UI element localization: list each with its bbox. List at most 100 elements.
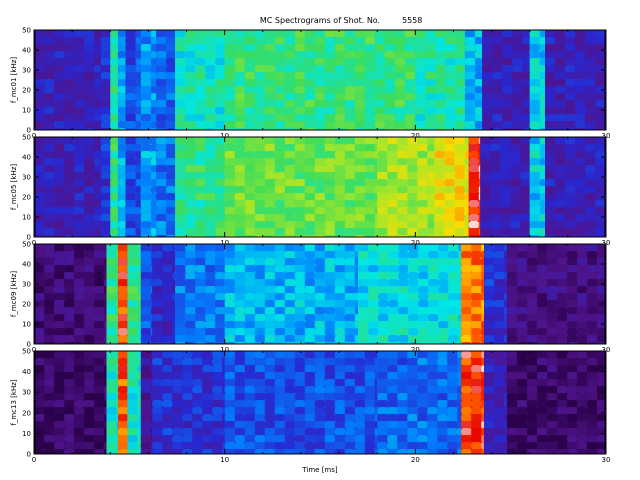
spectrogram-cell [84,335,95,343]
spectrogram-cell [415,58,426,66]
spectrogram-cell [192,435,203,443]
spectrogram-cell [274,279,286,287]
spectrogram-cell [244,414,256,422]
x-tick-label: 30 [602,346,611,354]
spectrogram-cell [127,244,138,252]
spectrogram-cell [140,293,152,301]
spectrogram-cell [575,114,586,122]
spectrogram-cell [137,428,142,436]
spectrogram-cell [324,400,336,408]
spectrogram-cell [536,407,548,415]
spectrogram-cell [454,144,465,152]
spectrogram-cell [264,328,276,336]
spectrogram-cell [448,244,459,252]
spectrogram-cell [555,186,566,194]
spectrogram-cell [172,365,183,373]
spectrogram-cell [394,121,406,129]
spectrogram-cell [140,121,152,129]
spectrogram-cell [284,293,296,301]
spectrogram-cell [344,121,356,129]
spectrogram-cell [137,351,142,359]
spectrogram-cell [324,100,336,108]
spectrogram-cell [175,207,186,215]
spectrogram-cell [100,207,111,215]
spectrogram-cell [324,72,336,80]
spectrogram-cell [294,328,306,336]
spectrogram-cell [127,400,138,408]
spectrogram-cell [162,421,173,429]
spectrogram-cell [586,393,598,401]
spectrogram-cell [244,400,256,408]
spectrogram-cell [224,272,236,280]
spectrogram-cell [135,65,142,73]
spectrogram-cell [140,172,152,180]
spectrogram-cell [294,407,306,415]
spectrogram-cell [104,265,107,273]
spectrogram-cell [576,442,588,450]
spectrogram-cell [378,265,389,273]
spectrogram-cell [585,228,596,236]
spectrogram-cell [175,221,186,229]
spectrogram-cell [224,307,236,315]
spectrogram-cell [135,137,142,145]
spectrogram-cell [464,235,470,237]
y-axis-label: f_mc05 [kHz] [10,164,18,210]
spectrogram-cell [224,165,236,173]
spectrogram-cell [504,314,508,322]
spectrogram-cell [464,79,476,87]
spectrogram-cell [304,328,316,336]
spectrogram-cell [125,207,136,215]
spectrogram-cell [284,86,296,94]
spectrogram-cell [152,351,163,359]
spectrogram-cell [264,200,276,208]
spectrogram-cell [137,414,142,422]
spectrogram-cell [520,200,531,208]
spectrogram-cell [74,137,85,145]
spectrogram-cell [284,221,296,229]
spectrogram-cell [415,107,426,115]
spectrogram-cell [468,165,480,173]
spectrogram-cell [334,100,346,108]
spectrogram-cell [384,51,396,59]
spectrogram-cell [175,321,186,329]
spectrogram-cell [125,107,136,115]
spectrogram-cell [74,351,85,359]
spectrogram-cell [444,158,455,166]
spectrogram-cell [140,200,152,208]
spectrogram-cell [595,186,606,194]
spectrogram-cell [284,121,296,129]
spectrogram-cell [374,193,378,201]
spectrogram-cell [575,51,586,59]
spectrogram-cell [152,421,163,429]
spectrogram-cell [234,435,246,443]
spectrogram-cell [274,365,286,373]
spectrogram-cell [34,200,45,208]
spectrogram-cell [140,265,152,273]
spectrogram-cell [84,228,95,236]
spectrogram-cell [596,435,606,443]
spectrogram-cell [324,372,336,380]
spectrogram-cell [494,335,505,343]
spectrogram-cell [74,372,85,380]
spectrogram-cell [264,244,276,252]
spectrogram-cell [334,421,346,429]
spectrogram-cell [504,407,508,415]
spectrogram-cell [478,186,481,194]
spectrogram-cell [398,293,409,301]
spectrogram-cell [324,221,336,229]
spectrogram-cell [520,137,531,145]
spectrogram-cell [546,300,558,308]
spectrogram-cell [94,428,105,436]
spectrogram-cell [484,358,495,366]
spectrogram-cell [417,193,428,201]
spectrogram-cell [455,44,466,52]
spectrogram-cell [166,93,176,101]
spectrogram-cell [135,165,142,173]
spectrogram-cell [135,86,142,94]
spectrogram-cell [596,393,606,401]
spectrogram-cell [140,179,152,187]
spectrogram-cell [54,379,65,387]
spectrogram-cell [388,251,399,259]
spectrogram-cell [354,228,366,236]
spectrogram-cell [506,258,518,266]
